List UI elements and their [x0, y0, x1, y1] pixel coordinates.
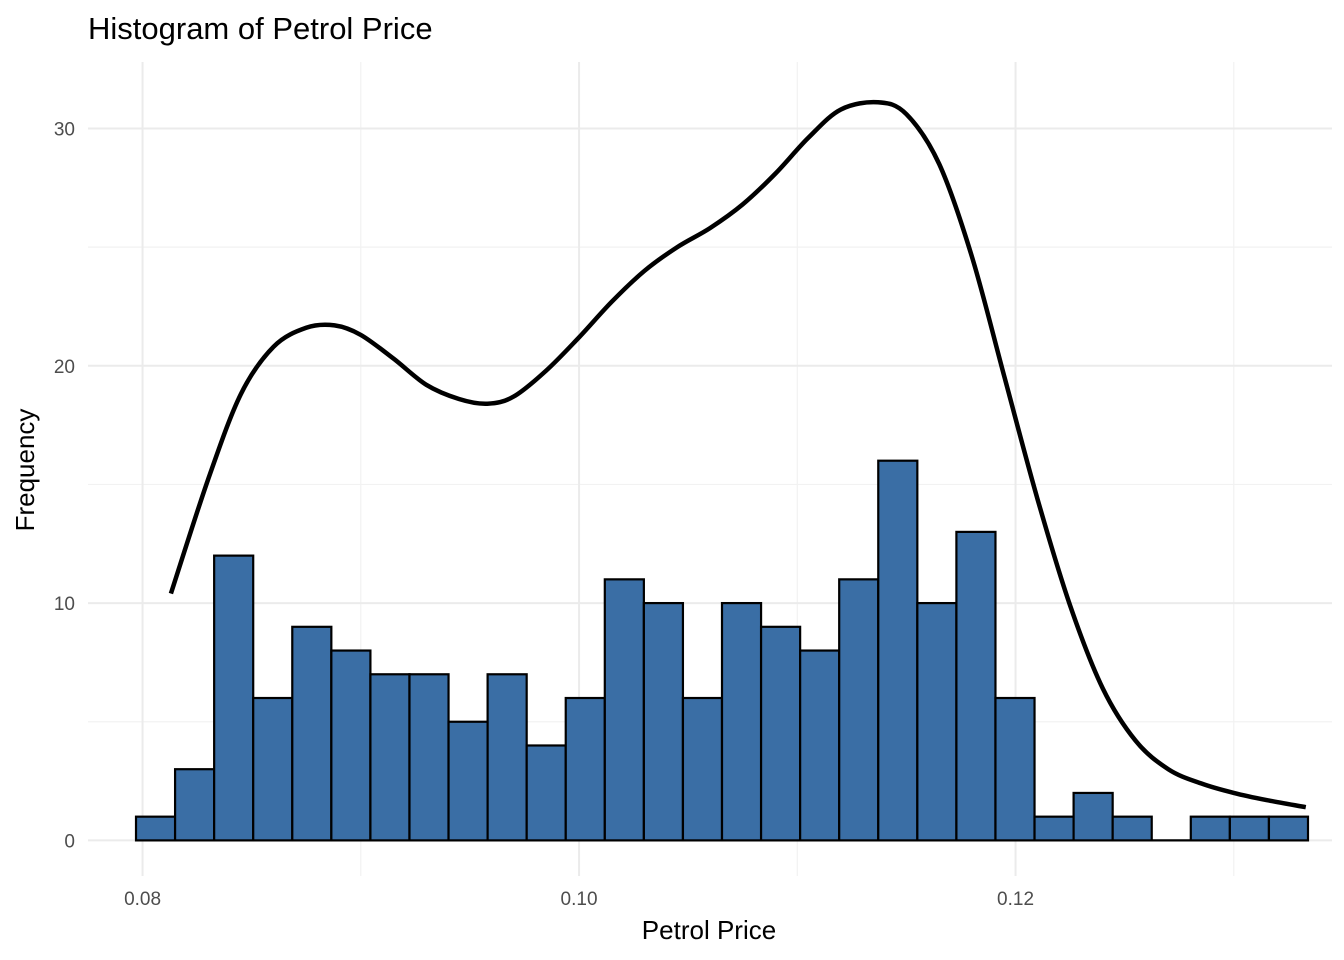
histogram-bar	[720, 601, 763, 842]
density-curve	[168, 99, 1307, 810]
x-tick-label: 0.12	[997, 889, 1034, 910]
y-tick-label: 0	[64, 831, 75, 852]
histogram-bar	[525, 744, 567, 842]
histogram-bar	[1267, 815, 1310, 842]
x-tick-label: 0.08	[124, 889, 161, 910]
x-axis-title: Petrol Price	[642, 915, 776, 945]
histogram-bar	[213, 554, 255, 842]
histogram-bar	[955, 530, 997, 842]
histogram-bar	[681, 696, 724, 842]
histogram-bar	[252, 696, 294, 842]
histogram-bar	[838, 578, 880, 842]
y-tick-label: 20	[54, 357, 75, 378]
histogram-bar	[994, 696, 1036, 842]
histogram-bar	[1228, 815, 1271, 842]
y-tick-label: 30	[54, 119, 75, 140]
histogram-bar	[330, 649, 372, 842]
histogram-bar	[759, 625, 802, 842]
histogram-bar	[1033, 815, 1075, 842]
histogram-bar	[369, 673, 411, 842]
histogram-bar	[291, 625, 333, 842]
histogram-bar	[799, 649, 841, 842]
histogram-bar	[1189, 815, 1231, 842]
histogram-bars	[134, 459, 1310, 842]
y-tick-label: 10	[54, 594, 75, 615]
histogram-bar	[134, 815, 177, 842]
histogram-bar	[486, 673, 528, 842]
y-axis-title: Frequency	[10, 409, 40, 532]
histogram-bar	[916, 601, 958, 842]
y-axis-tick-labels: 0 10 20 30	[54, 119, 75, 852]
histogram-bar	[642, 601, 685, 842]
histogram-bar	[1072, 791, 1114, 842]
histogram-bar	[564, 696, 606, 842]
x-tick-label: 0.10	[561, 889, 598, 910]
histogram-bar	[447, 720, 489, 842]
x-axis-tick-labels: 0.08 0.10 0.12	[124, 889, 1034, 910]
histogram-bar	[603, 578, 645, 842]
histogram-bar	[173, 768, 216, 842]
chart-title: Histogram of Petrol Price	[88, 11, 433, 46]
histogram-bar	[877, 459, 919, 842]
histogram-bar	[1111, 815, 1153, 842]
histogram-bar	[408, 673, 450, 842]
